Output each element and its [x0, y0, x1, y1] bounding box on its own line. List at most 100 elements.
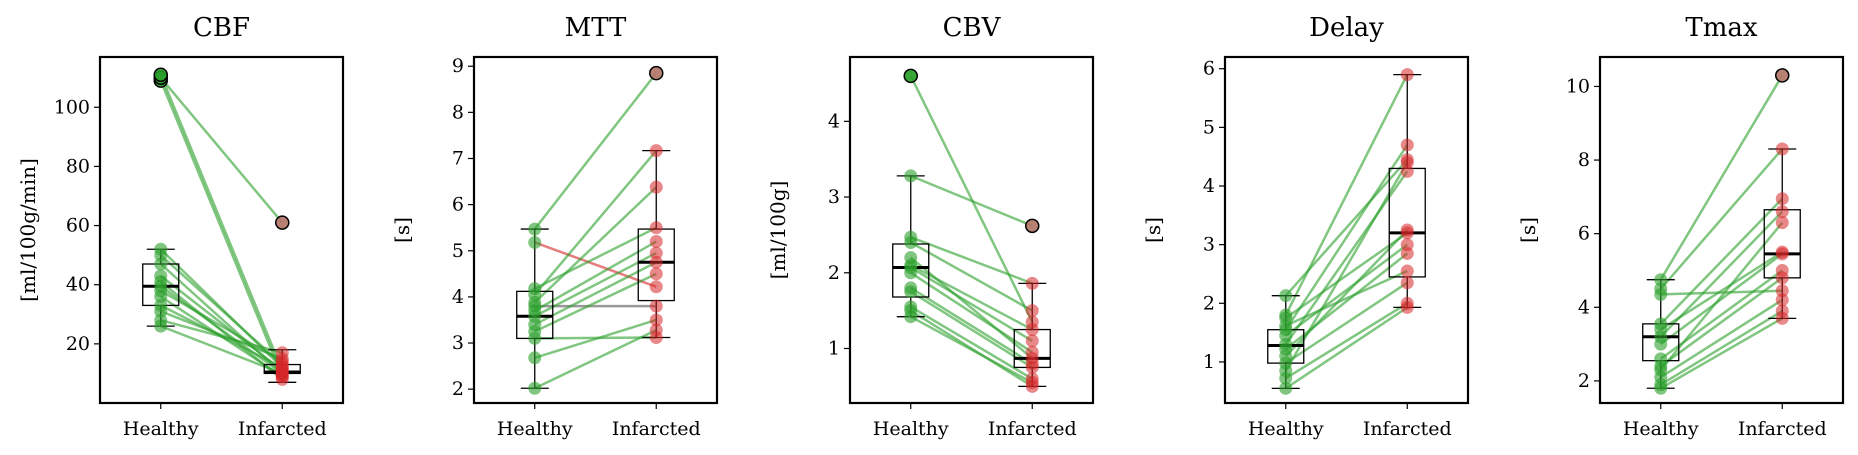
cbv-point-healthy: [904, 310, 918, 324]
delay-ytick-label: 3: [1203, 234, 1215, 256]
tmax-ytick-label: 6: [1578, 223, 1590, 245]
cbv-point-healthy: [904, 235, 918, 249]
delay-point-healthy: [1279, 371, 1293, 385]
delay-pair-line: [1285, 281, 1408, 365]
cbf-title: CBF: [193, 13, 250, 43]
tmax-pair-line: [1660, 298, 1783, 379]
mtt-xtick-label-infarcted: Infarcted: [612, 418, 701, 440]
delay-point-infarcted: [1400, 223, 1414, 237]
cbf-outlier-healthy: [153, 67, 168, 82]
delay-ytick-label: 2: [1203, 292, 1215, 314]
mtt-pair-line: [534, 241, 657, 288]
tmax-pair-line: [1660, 317, 1783, 390]
cbv-ytick-label: 2: [828, 262, 840, 284]
delay-pair-line: [1284, 170, 1409, 346]
cbv-outlier-healthy: [903, 68, 918, 84]
tmax-point-healthy: [1654, 273, 1668, 287]
delay-point-infarcted: [1400, 138, 1414, 152]
mtt-point-healthy: [528, 331, 542, 345]
tmax-point-healthy: [1654, 287, 1668, 301]
cbv-xtick-label-infarcted: Infarcted: [988, 418, 1077, 440]
tmax-point-infarcted: [1775, 293, 1789, 307]
cbf-pair-line: [159, 74, 284, 371]
cbf-pair-line: [160, 285, 283, 375]
tmax-pair-line: [1660, 309, 1783, 386]
delay-point-infarcted: [1400, 264, 1414, 278]
delay-pair-line: [1284, 161, 1409, 372]
mtt-point-infarcted: [649, 221, 663, 235]
cbv-pair-line: [910, 236, 1033, 285]
cbf-outlier-infarcted: [275, 215, 290, 230]
tmax-xtick-label-infarcted: Infarcted: [1738, 418, 1827, 440]
mtt-ylabel: [s]: [390, 217, 414, 243]
cbv-point-infarcted: [1025, 360, 1039, 374]
cbf-ytick-label: 40: [66, 274, 90, 296]
delay-ytick-label: 5: [1203, 116, 1215, 138]
cbf-ytick-label: 80: [66, 155, 90, 177]
delay-panel: Delay [s] 1 2 3 4 5 6 Healthy Infarcted: [1141, 13, 1470, 440]
tmax-title: Tmax: [1685, 13, 1757, 43]
cbv-point-healthy: [904, 169, 918, 183]
delay-pair-line: [1285, 243, 1408, 337]
tmax-point-infarcted: [1775, 205, 1789, 219]
mtt-pair-line: [534, 318, 657, 359]
mtt-point-infarcted: [649, 255, 663, 269]
cbv-axes-frame: [848, 55, 1095, 405]
cbv-pair-line: [910, 241, 1033, 312]
mtt-title: MTT: [565, 13, 627, 43]
cbv-ytick-label: 3: [828, 186, 840, 208]
mtt-pair-line: [534, 251, 657, 318]
mtt-point-healthy: [528, 351, 542, 365]
tmax-point-infarcted: [1775, 142, 1789, 156]
cbv-pair-line: [909, 75, 1034, 323]
cbv-pair-line: [910, 266, 1033, 342]
tmax-point-healthy: [1654, 381, 1668, 395]
delay-pair-line: [1284, 74, 1409, 316]
tmax-xtick-label-healthy: Healthy: [1623, 418, 1699, 440]
tmax-pair-line: [1659, 221, 1784, 371]
tmax-outlier-infarcted: [1775, 68, 1790, 83]
delay-ytick-label: 4: [1203, 175, 1215, 197]
cbv-point-infarcted: [1025, 323, 1039, 337]
delay-ytick-label: 1: [1203, 351, 1215, 373]
cbv-pair-line: [910, 264, 1033, 331]
tmax-panel: Tmax [s] 2 4 6 8 10 Healthy Infarcted: [1516, 13, 1845, 440]
cbf-xtick-label-healthy: Healthy: [123, 418, 199, 440]
cbf-pair-line: [159, 76, 284, 224]
mtt-outlier-infarcted: [649, 65, 664, 81]
delay-point-infarcted: [1400, 156, 1414, 170]
mtt-ytick-label: 6: [452, 194, 464, 216]
delay-axes-frame: [1223, 55, 1470, 405]
cbv-pair-line: [910, 174, 1033, 227]
cbf-pair-line: [159, 274, 284, 372]
tmax-point-infarcted: [1775, 271, 1789, 285]
tmax-ylabel: [s]: [1516, 217, 1540, 243]
delay-pair-line: [1285, 302, 1408, 380]
cbf-point-infarcted: [275, 346, 289, 360]
mtt-ytick-label: 2: [452, 378, 464, 400]
delay-xtick-label-healthy: Healthy: [1248, 418, 1324, 440]
mtt-pair-line: [534, 261, 657, 326]
cbv-point-healthy: [904, 266, 918, 280]
cbf-pair-line: [159, 80, 284, 377]
cbv-ytick-label: 4: [828, 110, 840, 132]
delay-point-healthy: [1279, 289, 1293, 303]
mtt-point-healthy: [528, 235, 542, 249]
cbf-pair-line: [160, 310, 283, 360]
delay-ytick-label: 6: [1203, 58, 1215, 80]
tmax-point-infarcted: [1775, 247, 1789, 261]
mtt-ytick-label: 9: [452, 55, 464, 77]
cbf-ytick-label: 20: [66, 333, 90, 355]
tmax-ytick-label: 2: [1578, 370, 1590, 392]
cbv-pair-line: [910, 271, 1033, 354]
tmax-pair-line: [1659, 148, 1784, 290]
mtt-point-infarcted: [649, 313, 663, 327]
mtt-point-healthy: [528, 381, 542, 395]
tmax-point-infarcted: [1775, 284, 1789, 298]
mtt-point-infarcted: [649, 267, 663, 281]
cbv-outlier-infarcted: [1025, 218, 1040, 234]
cbv-pair-line: [910, 315, 1033, 384]
mtt-ytick-label: 8: [452, 101, 464, 123]
mtt-panel: MTT [s] 2 3 4 5 6 7 8 9 Healthy Infarcted: [390, 13, 719, 440]
mtt-point-infarcted: [649, 235, 663, 249]
